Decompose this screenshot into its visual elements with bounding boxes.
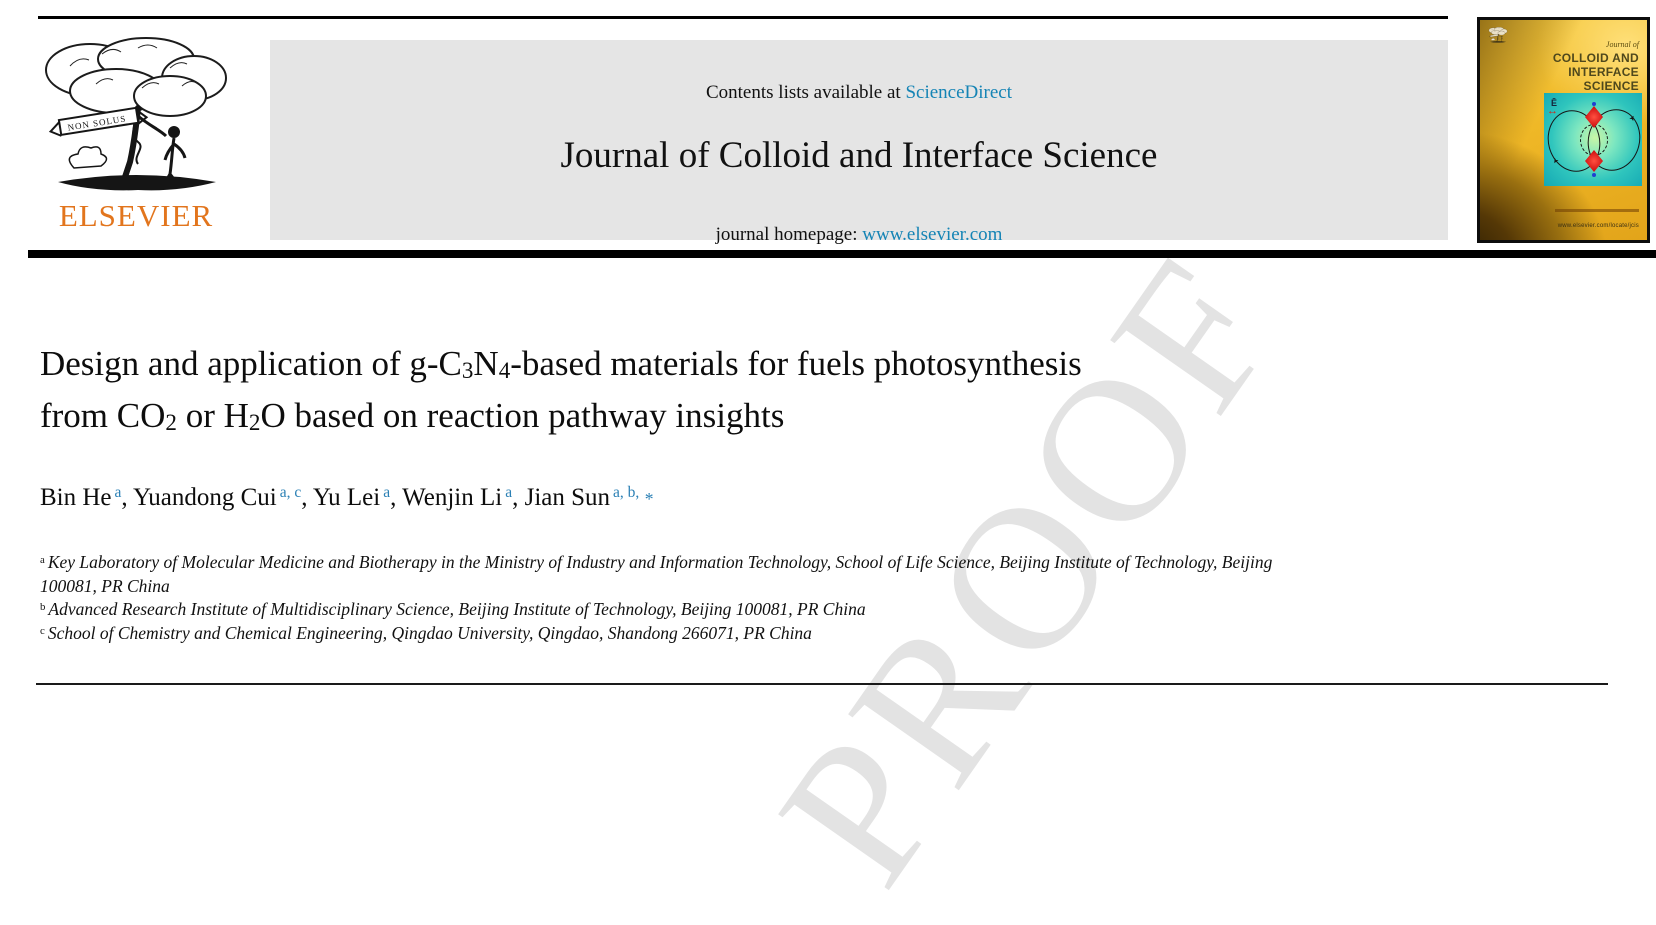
contents-line: Contents lists available at ScienceDirec… <box>270 82 1448 104</box>
sciencedirect-link[interactable]: ScienceDirect <box>905 82 1013 103</box>
red-lobe <box>1585 106 1603 128</box>
journal-banner: Contents lists available at ScienceDirec… <box>270 40 1448 245</box>
particle-dot <box>1592 102 1596 106</box>
journal-title: Journal of Colloid and Interface Science <box>560 135 1158 176</box>
homepage-line: journal homepage: www.elsevier.com <box>270 224 1448 246</box>
cover-title: COLLOID AND INTERFACE SCIENCE <box>1552 51 1639 93</box>
top-rule <box>38 16 1448 19</box>
affiliation-b: b Advanced Research Institute of Multidis… <box>40 598 1310 622</box>
red-lobe <box>1585 150 1603 172</box>
affiliation-text: Advanced Research Institute of Multidisc… <box>48 599 866 619</box>
affiliation-marker: a <box>40 554 45 567</box>
affiliation-marker: b <box>40 601 46 614</box>
cover-kicker: Journal of <box>1605 40 1639 49</box>
cover-issue-line <box>1555 209 1639 212</box>
contents-prefix: Contents lists available at <box>705 82 906 103</box>
elsevier-logo: NON SOLUS ELSEVIER <box>38 34 234 234</box>
affiliation-text: School of Chemistry and Chemical Enginee… <box>47 622 812 643</box>
affiliations: a Key Laboratory of Molecular Medicine an… <box>40 551 1310 645</box>
cover-inset-figure: Ē ↔ ➤ ➤ <box>1541 93 1647 186</box>
particle-dot <box>1592 173 1596 177</box>
author-line: Bin He a, Yuandong Cui a, c, Yu Lei a, Wenj… <box>40 484 654 511</box>
affiliation-marker: c <box>40 624 45 637</box>
abstract-divider <box>36 683 1608 685</box>
affiliation-c: c School of Chemistry and Chemical Engine… <box>40 622 1310 646</box>
elsevier-wordmark: ELSEVIER <box>58 198 214 233</box>
elsevier-tree-icon <box>38 34 234 196</box>
e-field-label: Ē <box>1551 98 1558 108</box>
header-divider <box>28 250 1656 258</box>
cover-url: www.elsevier.com/locate/jcis <box>1557 223 1639 229</box>
article-title: Design and application of g-C3N4-based m… <box>40 344 1082 436</box>
homepage-prefix: journal homepage: <box>715 224 863 245</box>
journal-cover-thumbnail[interactable]: Journal of COLLOID AND INTERFACE SCIENCE… <box>1477 17 1650 243</box>
e-field-arrow-icon: ↔ <box>1547 105 1558 117</box>
affiliation-text: Key Laboratory of Molecular Medicine and… <box>40 552 1273 596</box>
cover-mini-tree-icon <box>1488 26 1508 44</box>
affiliation-a: a Key Laboratory of Molecular Medicine an… <box>40 551 1310 598</box>
homepage-link[interactable]: www.elsevier.com <box>862 224 1003 245</box>
